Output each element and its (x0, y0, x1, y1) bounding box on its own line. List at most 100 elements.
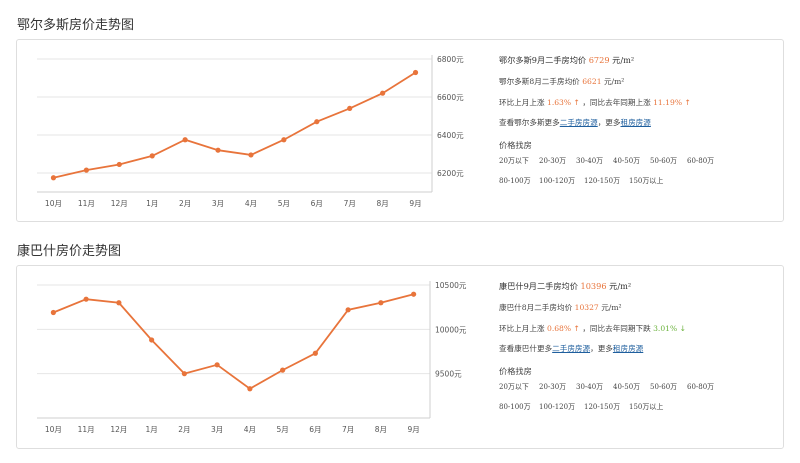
data-point[interactable] (248, 152, 254, 158)
price-range-link[interactable]: 80-100万 (499, 403, 531, 411)
y-tick-label: 10500元 (435, 281, 467, 290)
y-tick-label: 6400元 (437, 131, 464, 140)
data-point[interactable] (247, 386, 253, 392)
data-point[interactable] (412, 69, 419, 76)
price-range-link[interactable]: 50-60万 (650, 157, 678, 165)
price-search-heading: 价格找房 (499, 366, 532, 376)
price-series-line (53, 293, 414, 390)
x-tick-label: 3月 (211, 425, 223, 434)
y-tick-label: 6200元 (437, 169, 464, 178)
x-tick-label: 8月 (376, 199, 388, 208)
x-tick-label: 9月 (409, 199, 421, 208)
section-title-ordos: 鄂尔多斯房价走势图 (17, 18, 135, 33)
x-tick-label: 10月 (45, 425, 62, 434)
chart-panel-kangbashi: 9500元 10000元 10500元 10月 11月 12月 1月 2月 3月 4月 5月 6月 7月… (16, 265, 784, 449)
mom-value: 0.68% (546, 324, 572, 333)
current-price-row: 鄂尔多斯9月二手房均价 6729 元/m² (499, 54, 634, 66)
price-range-link[interactable]: 20-30万 (539, 157, 567, 165)
price-range-link[interactable]: 40-50万 (613, 157, 641, 165)
price-range-link[interactable]: 150万以上 (629, 177, 664, 185)
x-tick-label: 1月 (145, 425, 157, 434)
x-tick-label: 6月 (311, 199, 323, 208)
x-tick-label: 3月 (212, 199, 224, 208)
current-price-label: 康巴什9月二手房均价 (499, 281, 578, 291)
data-point[interactable] (50, 309, 56, 316)
price-range-link[interactable]: 30-40万 (576, 157, 604, 165)
current-price-label: 鄂尔多斯9月二手房均价 (499, 55, 587, 65)
data-point[interactable] (215, 147, 221, 153)
more-mid: ，更多 (597, 118, 621, 127)
data-point[interactable] (83, 167, 89, 173)
arrow-up-icon: ↑ (684, 98, 691, 107)
current-price-value: 10396 (580, 281, 607, 291)
price-unit: 元/m² (601, 303, 622, 312)
price-range-link[interactable]: 120-150万 (584, 177, 621, 185)
price-range-link[interactable]: 20万以下 (499, 157, 529, 165)
price-range-link[interactable]: 120-150万 (584, 403, 621, 411)
x-tick-label: 7月 (344, 199, 356, 208)
rental-listings-link[interactable]: 租房房源 (620, 118, 651, 127)
price-range-link[interactable]: 20-30万 (539, 383, 567, 391)
price-range-link[interactable]: 100-120万 (539, 403, 576, 411)
yoy-value: 11.19% (653, 98, 683, 107)
price-range-link[interactable]: 150万以上 (629, 403, 664, 411)
x-tick-label: 5月 (276, 425, 288, 434)
data-point[interactable] (312, 350, 318, 356)
mom-value: 1.63% (546, 98, 572, 107)
x-tick-label: 6月 (309, 425, 321, 434)
prev-price-value: 10327 (574, 303, 599, 312)
x-tick-label: 5月 (278, 199, 290, 208)
data-point[interactable] (181, 371, 187, 377)
price-range-link[interactable]: 50-60万 (650, 383, 678, 391)
y-tick-label: 9500元 (435, 370, 462, 379)
data-point[interactable] (347, 105, 353, 111)
second-hand-listings-link[interactable]: 二手房房源 (559, 118, 598, 127)
price-range-link[interactable]: 60-80万 (687, 157, 715, 165)
price-unit: 元/m² (612, 55, 635, 65)
current-price-value: 6729 (588, 55, 610, 65)
data-point[interactable] (378, 300, 384, 306)
x-tick-label: 10月 (45, 199, 62, 208)
data-point[interactable] (116, 300, 122, 306)
price-series-line (53, 71, 417, 179)
y-tick-label: 10000元 (435, 325, 467, 334)
price-search-heading: 价格找房 (499, 140, 532, 150)
x-tick-label: 4月 (244, 425, 256, 434)
arrow-down-icon: ↓ (679, 324, 687, 333)
price-range-link[interactable]: 100-120万 (539, 177, 576, 185)
x-tick-label: 7月 (342, 425, 354, 434)
rental-listings-link[interactable]: 租房房源 (612, 344, 644, 353)
more-links-row: 查看鄂尔多斯更多二手房房源，更多租房房源 (499, 117, 651, 128)
data-point[interactable] (149, 153, 155, 159)
price-unit: 元/m² (609, 281, 632, 291)
x-tick-label: 12月 (111, 199, 128, 208)
price-range-link[interactable]: 80-100万 (499, 177, 531, 185)
section-title-kangbashi: 康巴什房价走势图 (17, 244, 122, 259)
x-tick-label: 2月 (179, 199, 191, 208)
data-point[interactable] (380, 90, 386, 96)
price-range-link[interactable]: 40-50万 (613, 383, 641, 391)
data-point[interactable] (411, 291, 417, 297)
prev-price-value: 6621 (582, 77, 602, 86)
data-point[interactable] (182, 137, 188, 143)
data-point[interactable] (214, 362, 220, 368)
mom-label: 环比上月上涨 (499, 98, 545, 107)
data-point[interactable] (50, 175, 57, 181)
data-point[interactable] (149, 337, 155, 343)
price-range-link[interactable]: 60-80万 (687, 383, 715, 391)
yoy-label: ，同比去年同期下跌 (582, 324, 651, 333)
price-range-link[interactable]: 20万以下 (499, 383, 529, 391)
second-hand-listings-link[interactable]: 二手房房源 (552, 344, 591, 353)
price-range-link[interactable]: 30-40万 (576, 383, 604, 391)
current-price-row: 康巴什9月二手房均价 10396 元/m² (499, 280, 631, 292)
data-point[interactable] (281, 137, 287, 143)
data-point[interactable] (280, 367, 286, 373)
more-prefix: 查看鄂尔多斯更多 (499, 118, 560, 127)
data-point[interactable] (116, 161, 122, 168)
data-point[interactable] (345, 307, 351, 313)
chart-panel-ordos: 6200元 6400元 6600元 6800元 10月 11月 12月 1月 2月 3月 4月 5月 6… (16, 39, 784, 222)
data-point[interactable] (314, 119, 320, 125)
data-point[interactable] (83, 296, 89, 302)
x-tick-label: 11月 (78, 425, 95, 434)
prev-price-row: 鄂尔多斯8月二手房均价 6621 元/m² (499, 76, 624, 87)
